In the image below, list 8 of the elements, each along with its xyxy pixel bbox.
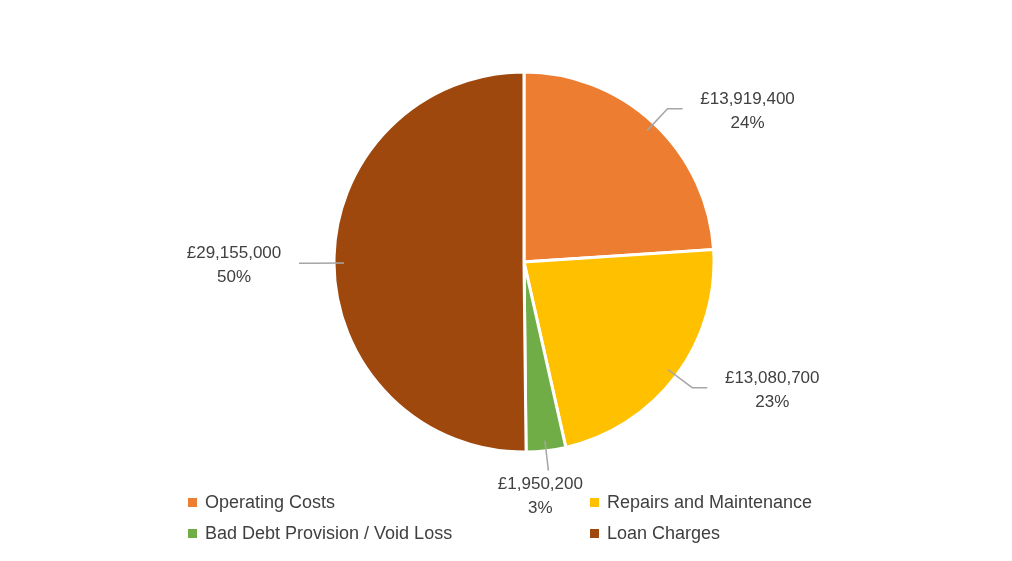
legend-label: Repairs and Maintenance <box>607 492 813 513</box>
data-label: £1,950,200 3% <box>497 473 583 517</box>
legend-label: Operating Costs <box>205 492 336 513</box>
legend-label: Loan Charges <box>607 523 721 544</box>
data-label: £13,080,700 23% <box>724 367 820 411</box>
data-label: £13,919,400 24% <box>700 88 795 132</box>
data-label: £29,155,000 50% <box>186 243 282 287</box>
legend-label: Bad Debt Provision / Void Loss <box>205 523 453 544</box>
